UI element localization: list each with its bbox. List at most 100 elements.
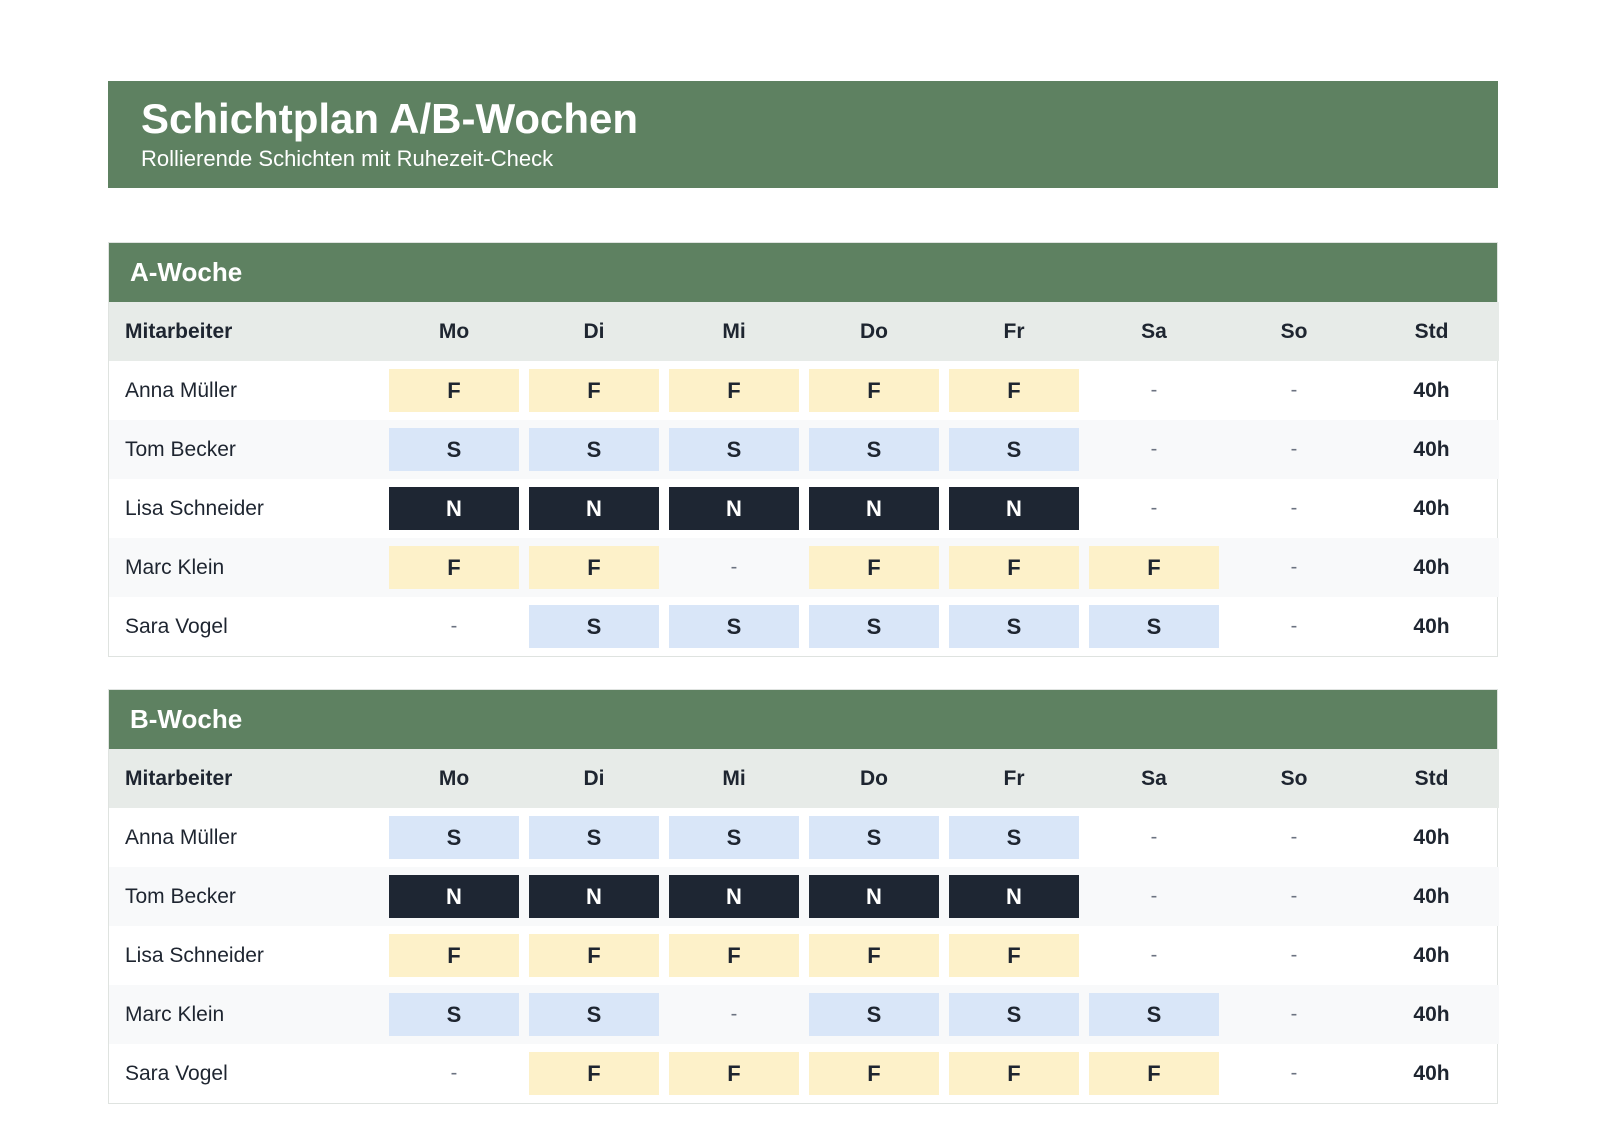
shift-cell[interactable]: - [1224,361,1364,420]
shift-cell[interactable]: S [524,808,664,867]
table-row: Anna Müller F F F F F - -40h [109,361,1499,420]
shift-cell[interactable]: S [1084,985,1224,1044]
shift-cell[interactable]: F [524,538,664,597]
shift-cell[interactable]: S [804,808,944,867]
shift-cell[interactable]: - [1084,867,1224,926]
shift-cell[interactable]: - [1224,867,1364,926]
shift-cell[interactable]: S [384,420,524,479]
hours-total: 40h [1413,496,1450,520]
shift-cell[interactable]: F [664,1044,804,1103]
shift-badge: S [1089,605,1219,648]
off-day: - [1290,497,1298,519]
shift-cell[interactable]: S [804,597,944,656]
shift-cell[interactable]: N [664,867,804,926]
shift-cell[interactable]: N [804,479,944,538]
shift-cell[interactable]: S [524,985,664,1044]
shift-cell[interactable]: - [1224,538,1364,597]
shift-cell[interactable]: F [524,926,664,985]
shift-cell[interactable]: S [944,808,1084,867]
shift-cell[interactable]: S [524,420,664,479]
week-section: B-Woche Mitarbeiter Mo Di Mi Do Fr Sa So Std Anna … [108,689,1499,1104]
table-row: Tom Becker N N N N N - -40h [109,867,1499,926]
shift-cell[interactable]: - [1084,926,1224,985]
shift-badge: S [529,993,659,1036]
table-row: Sara Vogel - S S S S S -40h [109,597,1499,656]
shift-cell[interactable]: F [664,926,804,985]
shift-badge: N [389,487,519,530]
shift-cell[interactable]: F [804,538,944,597]
shift-badge: N [389,875,519,918]
shift-cell[interactable]: - [1084,361,1224,420]
shift-cell[interactable]: - [1224,1044,1364,1103]
shift-cell[interactable]: N [944,479,1084,538]
shift-badge: S [809,816,939,859]
shift-cell[interactable]: S [944,597,1084,656]
shift-cell[interactable]: - [384,1044,524,1103]
shift-cell[interactable]: S [664,808,804,867]
shift-cell[interactable]: F [524,1044,664,1103]
week-title: B-Woche [109,690,1497,749]
column-header: Mi [664,749,804,808]
shift-cell[interactable]: F [664,361,804,420]
table-row: Tom Becker S S S S S - -40h [109,420,1499,479]
shift-cell[interactable]: - [1224,926,1364,985]
shift-badge: S [949,993,1079,1036]
shift-cell[interactable]: S [664,420,804,479]
shift-cell[interactable]: S [944,420,1084,479]
shift-cell[interactable]: - [1224,479,1364,538]
shift-cell[interactable]: - [1224,420,1364,479]
shift-badge: F [809,934,939,977]
shift-badge: S [389,993,519,1036]
shift-cell[interactable]: N [524,867,664,926]
shift-cell[interactable]: F [944,538,1084,597]
shift-cell[interactable]: - [664,985,804,1044]
shift-cell[interactable]: F [804,1044,944,1103]
shift-cell[interactable]: - [664,538,804,597]
hours-total: 40h [1364,867,1499,926]
shift-cell[interactable]: F [944,926,1084,985]
shift-cell[interactable]: F [944,1044,1084,1103]
shift-cell[interactable]: - [384,597,524,656]
hours-total: 40h [1413,614,1450,638]
table-row: Marc Klein S S - S S S -40h [109,985,1499,1044]
shift-cell[interactable]: - [1224,808,1364,867]
shift-cell[interactable]: - [1084,808,1224,867]
shift-cell[interactable]: F [384,538,524,597]
shift-cell[interactable]: F [1084,538,1224,597]
shift-cell[interactable]: N [524,479,664,538]
shift-cell[interactable]: S [664,597,804,656]
shift-cell[interactable]: N [804,867,944,926]
shift-cell[interactable]: - [1084,479,1224,538]
shift-cell[interactable]: - [1224,985,1364,1044]
column-header: Fr [944,749,1084,808]
shift-cell[interactable]: F [944,361,1084,420]
shift-badge: F [669,934,799,977]
shift-cell[interactable]: - [1224,597,1364,656]
off-day: - [1150,497,1158,519]
shift-cell[interactable]: F [524,361,664,420]
shift-cell[interactable]: S [804,985,944,1044]
shift-cell[interactable]: N [944,867,1084,926]
shift-cell[interactable]: F [804,926,944,985]
column-header: Std [1364,302,1499,361]
shift-cell[interactable]: S [1084,597,1224,656]
shift-cell[interactable]: S [804,420,944,479]
shift-cell[interactable]: N [664,479,804,538]
shift-cell[interactable]: F [384,926,524,985]
off-day: - [1150,826,1158,848]
off-day: - [1290,438,1298,460]
shift-cell[interactable]: S [384,808,524,867]
shift-badge: N [809,487,939,530]
shift-cell[interactable]: F [384,361,524,420]
shift-cell[interactable]: S [524,597,664,656]
hours-total: 40h [1413,825,1450,849]
shift-badge: F [529,546,659,589]
column-header: Do [804,749,944,808]
shift-cell[interactable]: S [384,985,524,1044]
shift-cell[interactable]: - [1084,420,1224,479]
shift-cell[interactable]: S [944,985,1084,1044]
shift-cell[interactable]: N [384,867,524,926]
shift-cell[interactable]: F [1084,1044,1224,1103]
shift-cell[interactable]: F [804,361,944,420]
shift-cell[interactable]: N [384,479,524,538]
